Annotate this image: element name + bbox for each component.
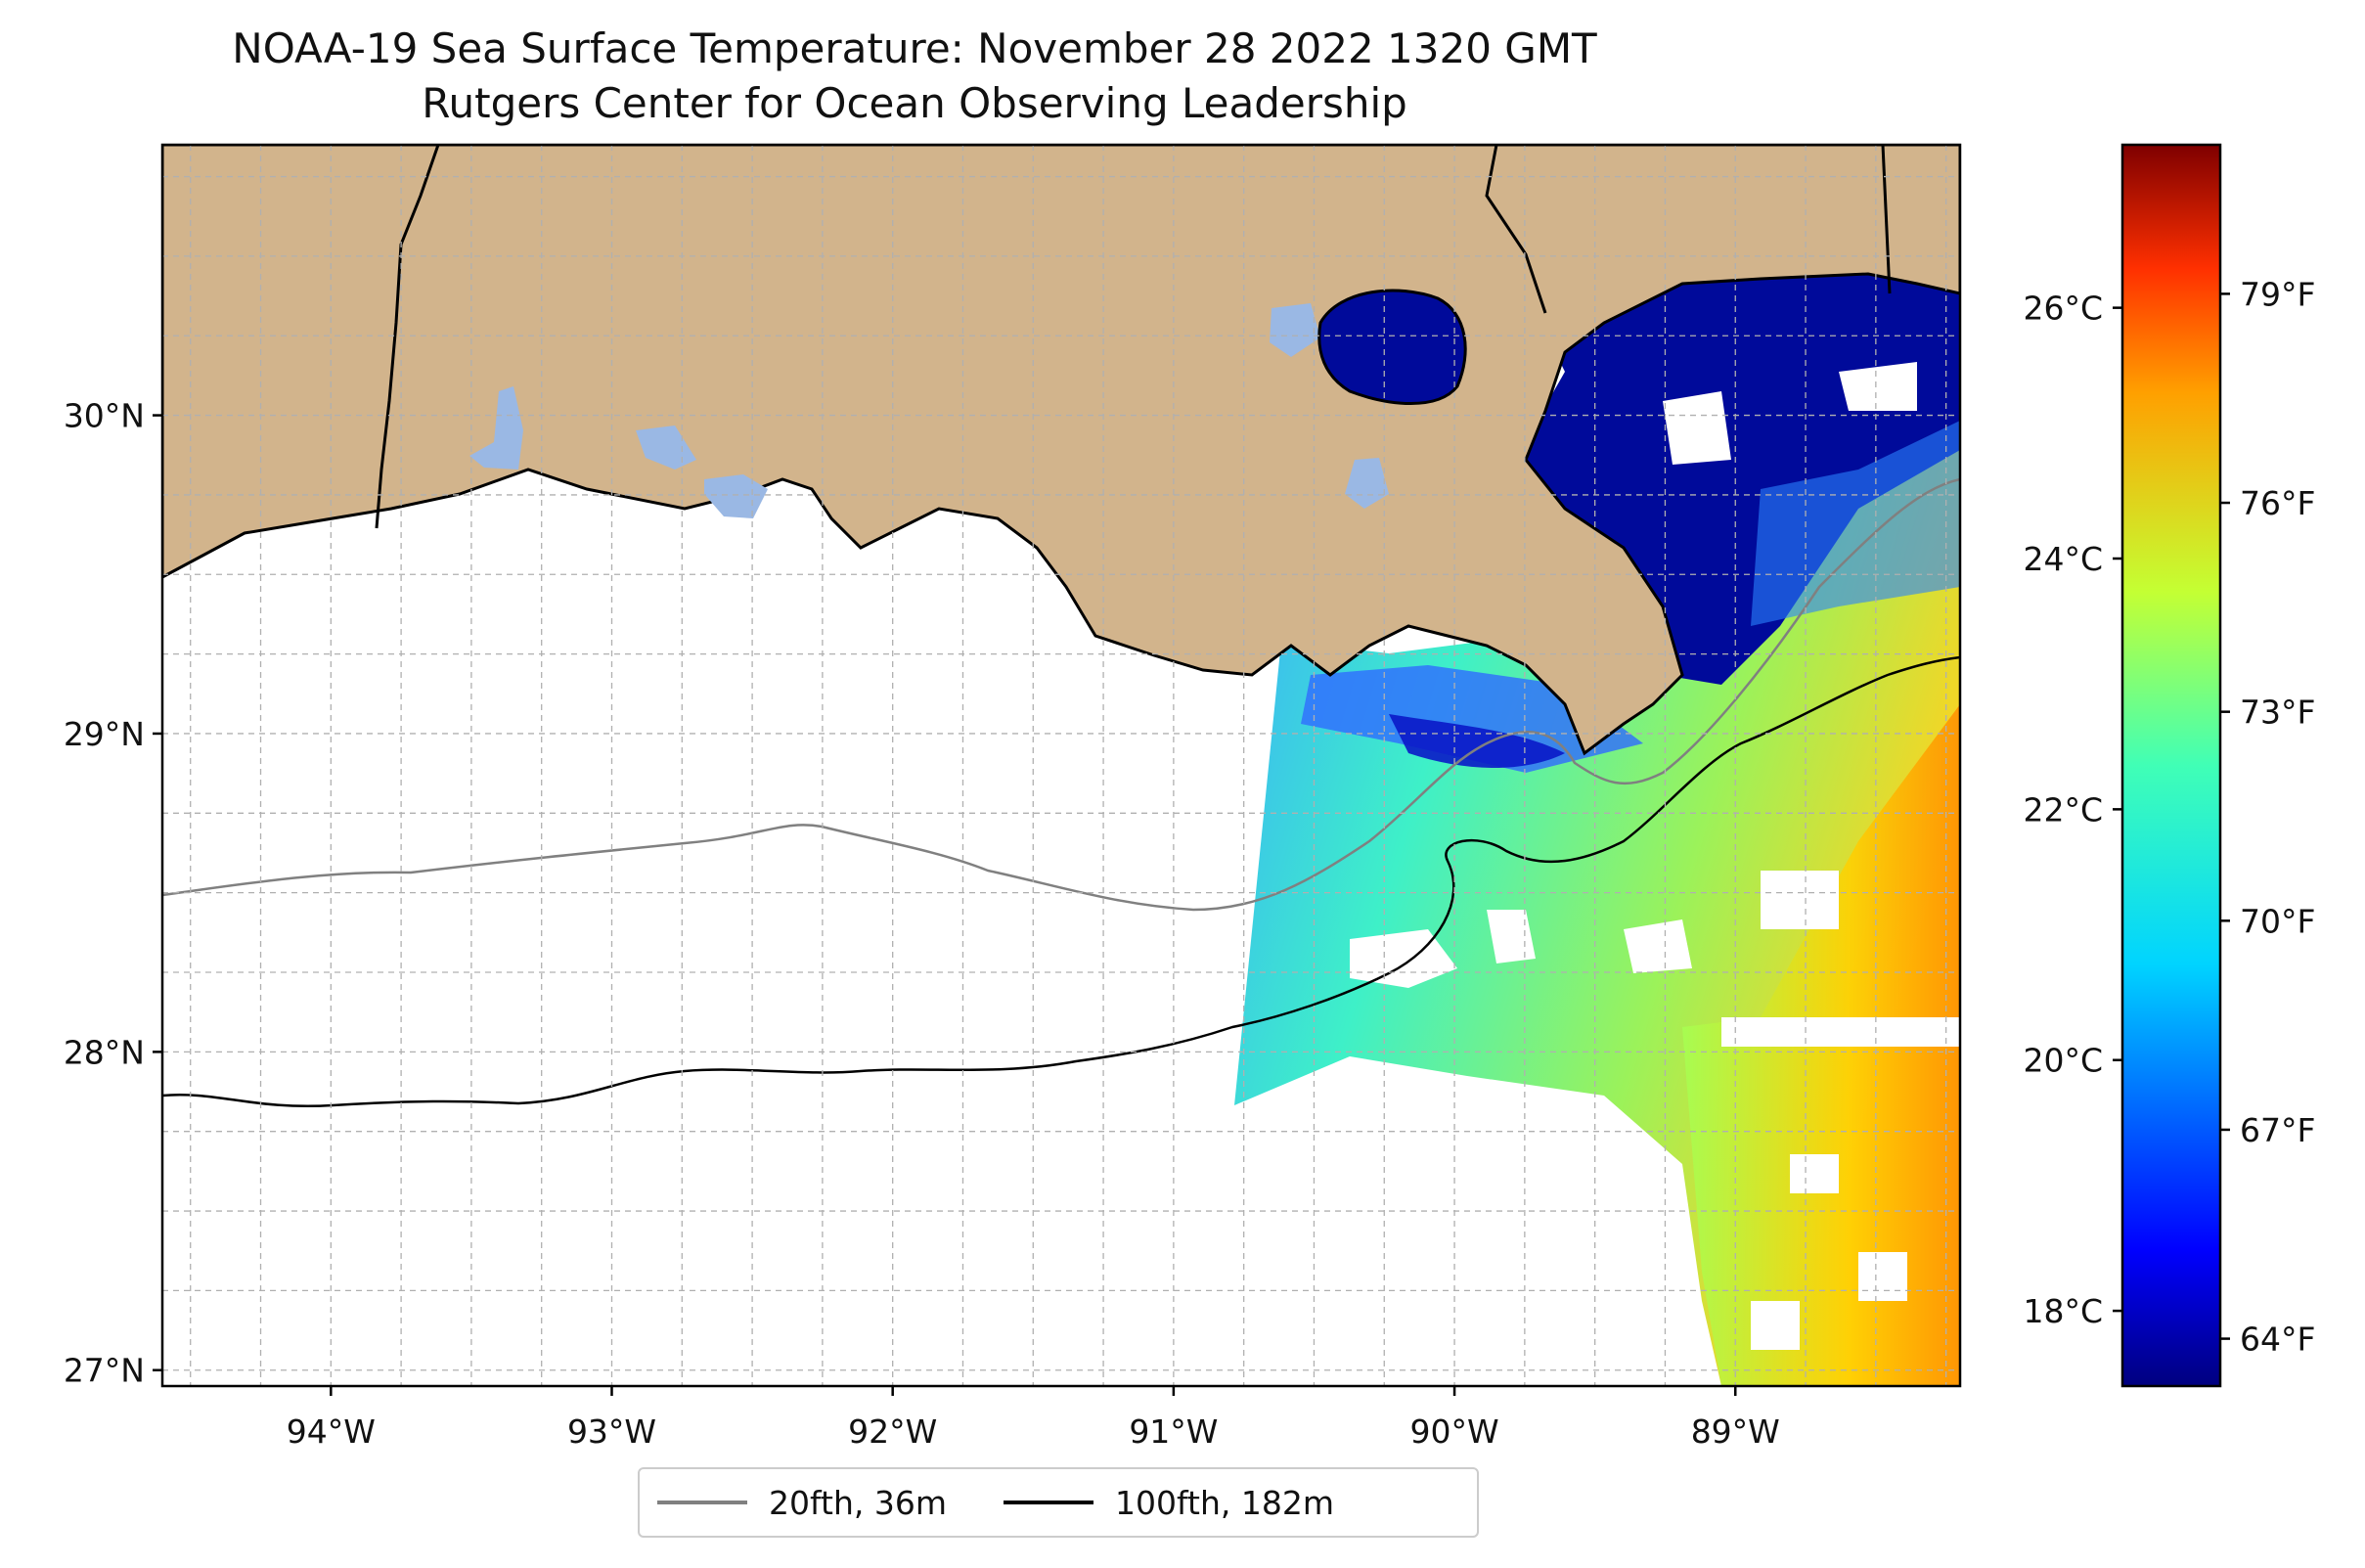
colorbar-celsius-label: 18°C (2023, 1292, 2103, 1330)
legend-item-100fth: 100fth, 182m (1004, 1484, 1334, 1522)
x-tick-label: 89°W (1691, 1412, 1780, 1451)
x-tick-label: 92°W (848, 1412, 937, 1451)
colorbar-fahrenheit-label: 79°F (2240, 275, 2315, 313)
colorbar-fahrenheit-label: 73°F (2240, 694, 2315, 732)
x-axis: 94°W 93°W 92°W 91°W 90°W 89°W (287, 1386, 1780, 1451)
colorbar-fahrenheit-axis: 64°F 67°F 70°F 73°F 76°F 79°F (2220, 275, 2315, 1359)
colorbar-fahrenheit-label: 70°F (2240, 902, 2315, 940)
legend-swatch-20fth (657, 1501, 747, 1504)
lake (469, 386, 523, 470)
colorbar-celsius-label: 22°C (2023, 790, 2103, 829)
y-tick-label: 29°N (64, 715, 145, 753)
y-tick-label: 27°N (64, 1352, 145, 1390)
chart-title: NOAA-19 Sea Surface Temperature: Novembe… (232, 24, 1597, 72)
y-tick-label: 30°N (64, 397, 145, 435)
x-tick-label: 93°W (567, 1412, 656, 1451)
map-frame (160, 143, 1962, 1388)
lake (1345, 458, 1389, 509)
state-border (1881, 145, 1892, 294)
x-tick-label: 90°W (1410, 1412, 1499, 1451)
chart-subtitle: Rutgers Center for Ocean Observing Leade… (422, 79, 1407, 127)
lake (1270, 303, 1320, 357)
legend-label-100fth: 100fth, 182m (1115, 1483, 1334, 1522)
state-border (1485, 145, 1547, 314)
lake-pontchartrain (1317, 289, 1467, 405)
legend: 20fth, 36m 100fth, 182m (638, 1467, 1479, 1538)
y-axis: 27°N 28°N 29°N 30°N (64, 397, 162, 1390)
x-tick-label: 94°W (287, 1412, 376, 1451)
colorbar-celsius-label: 24°C (2023, 540, 2103, 578)
colorbar-celsius-label: 26°C (2023, 290, 2103, 328)
colorbar-fahrenheit-label: 64°F (2240, 1321, 2315, 1359)
x-tick-label: 91°W (1129, 1412, 1218, 1451)
colorbar (2120, 143, 2222, 1388)
legend-item-20fth: 20fth, 36m (657, 1484, 947, 1522)
colorbar-celsius-axis: 18°C 20°C 22°C 24°C 26°C (2023, 290, 2122, 1330)
colorbar-fahrenheit-label: 67°F (2240, 1111, 2315, 1149)
gridlines (162, 145, 1960, 1386)
isobath-20fth (162, 477, 1960, 912)
lake (636, 426, 696, 470)
isobath-100fth (162, 655, 1960, 1108)
colorbar-celsius-label: 20°C (2023, 1042, 2103, 1080)
lake (704, 474, 768, 518)
y-tick-label: 28°N (64, 1033, 145, 1071)
legend-label-20fth: 20fth, 36m (769, 1483, 947, 1522)
state-border (375, 145, 440, 529)
legend-swatch-100fth (1004, 1501, 1093, 1504)
colorbar-fahrenheit-label: 76°F (2240, 484, 2315, 522)
